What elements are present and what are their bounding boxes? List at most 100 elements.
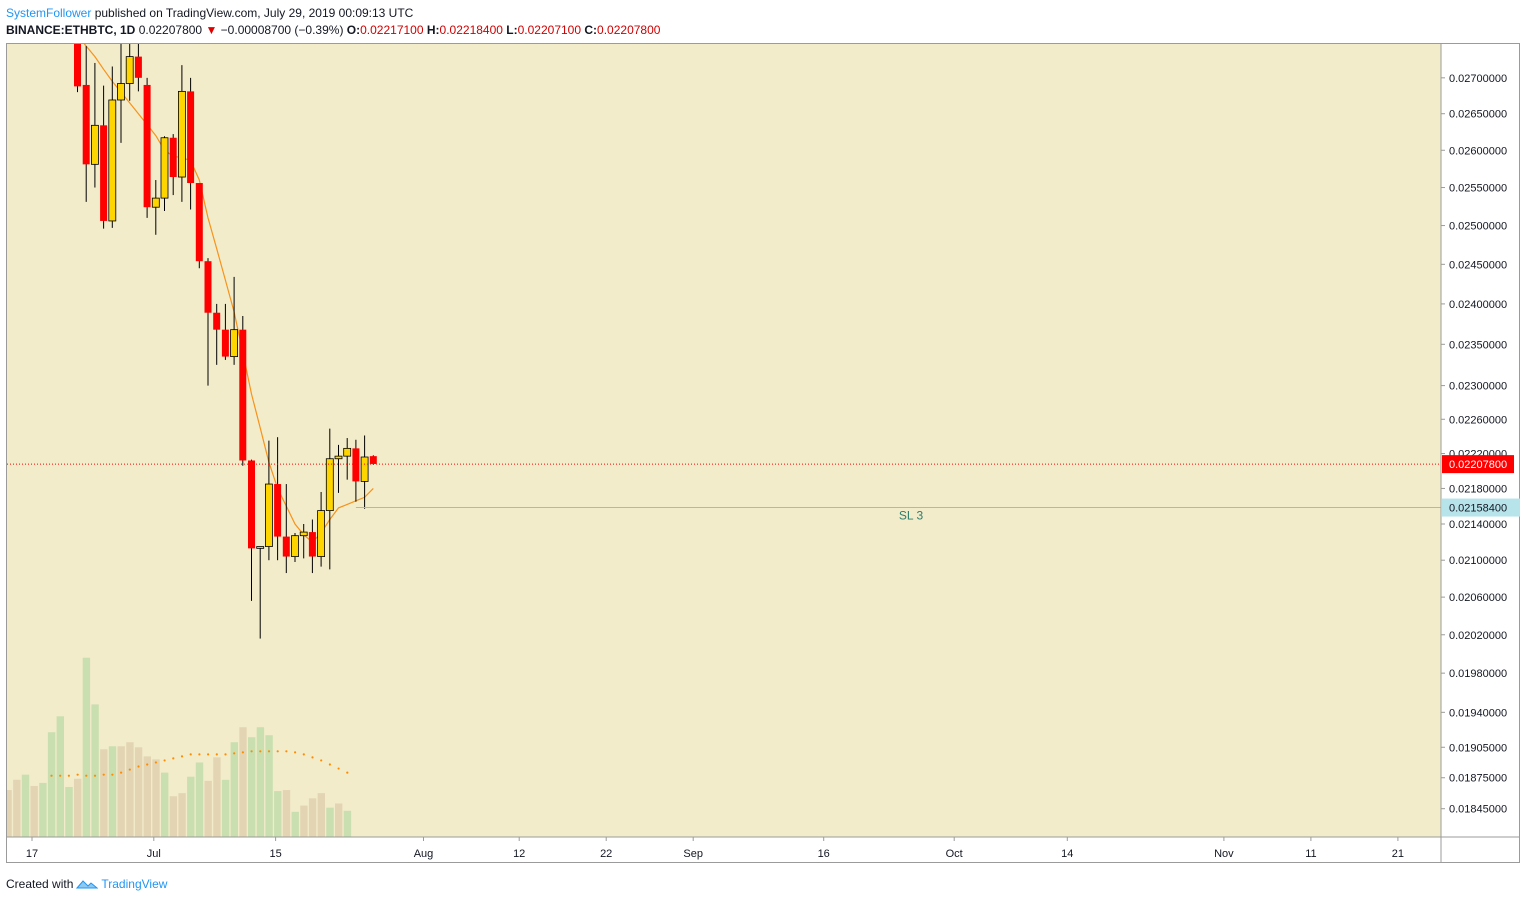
time-tick-label: Aug xyxy=(414,848,434,860)
volume-ma-dot xyxy=(294,751,297,754)
current-price-badge-label: 0.02207800 xyxy=(1449,459,1507,471)
volume-ma-dot xyxy=(120,771,123,774)
price-tick-label: 0.02020000 xyxy=(1449,630,1507,642)
price-tick-label: 0.01980000 xyxy=(1449,668,1507,680)
stop-loss-badge-label: 0.02158400 xyxy=(1449,503,1507,515)
price-tick-label: 0.02140000 xyxy=(1449,519,1507,531)
volume-ma-dot xyxy=(146,763,149,766)
candle-down xyxy=(274,484,282,537)
plot-area xyxy=(7,44,377,837)
volume-bar xyxy=(274,791,282,837)
candle-down xyxy=(134,56,142,78)
volume-ma-dot xyxy=(285,750,288,753)
time-tick-label: 17 xyxy=(26,848,38,860)
candle-up xyxy=(256,546,265,549)
time-tick-label: 16 xyxy=(818,848,830,860)
volume-ma-dot xyxy=(346,771,349,774)
candle-down xyxy=(213,312,221,330)
volume-bar xyxy=(326,807,334,837)
candle-up xyxy=(360,456,369,482)
price-tick-label: 0.02350000 xyxy=(1449,339,1507,351)
last-price: 0.02207800 xyxy=(138,23,203,37)
candle-up xyxy=(151,197,160,208)
volume-ma-dot xyxy=(311,756,314,759)
volume-bar xyxy=(30,785,38,837)
volume-bar xyxy=(291,811,299,837)
volume-bar xyxy=(239,727,247,837)
volume-bar xyxy=(282,790,291,837)
chart-frame xyxy=(6,43,1520,863)
volume-ma-dot xyxy=(328,763,331,766)
volume-bar xyxy=(195,762,204,837)
volume-ma-dot xyxy=(276,750,279,753)
volume-bar xyxy=(117,746,125,837)
candle-down xyxy=(221,329,229,357)
price-tick-label: 0.02260000 xyxy=(1449,414,1507,426)
price-tick-label: 0.01940000 xyxy=(1449,707,1507,719)
tradingview-link[interactable]: TradingView xyxy=(101,877,168,891)
volume-bar xyxy=(317,793,325,837)
tradingview-logo-icon xyxy=(76,880,99,889)
candle-down xyxy=(74,44,81,87)
close-label: C: xyxy=(584,23,598,37)
volume-bar xyxy=(230,742,238,837)
volume-bar xyxy=(108,746,117,837)
current-price-badge xyxy=(1442,455,1514,474)
volume-bar xyxy=(221,779,230,837)
volume-bar xyxy=(74,778,82,837)
candle-down xyxy=(204,261,212,313)
time-tick-label: 12 xyxy=(513,848,525,860)
volume-bar xyxy=(343,810,352,837)
candle-down xyxy=(369,456,377,464)
candle-up xyxy=(125,56,134,84)
volume-bar xyxy=(126,742,134,837)
volume-bar xyxy=(143,756,151,837)
volume-ma-dot xyxy=(102,773,105,776)
price-tick-label: 0.02500000 xyxy=(1449,221,1507,233)
volume-ma-dot xyxy=(154,761,157,764)
open-value: 0.02217100 xyxy=(360,23,424,37)
candle-up xyxy=(230,329,239,358)
volume-bar xyxy=(169,796,178,837)
candle-up xyxy=(325,458,334,511)
price-tick-label: 0.02600000 xyxy=(1449,145,1507,157)
volume-ma-dot xyxy=(180,755,184,758)
candle-up xyxy=(334,455,343,460)
volume-bar xyxy=(256,727,265,837)
volume-bar xyxy=(152,759,160,837)
price-tick-label: 0.02400000 xyxy=(1449,299,1507,311)
candle-up xyxy=(91,124,99,165)
publish-info: SystemFollower published on TradingView.… xyxy=(6,5,413,22)
volume-ma-dot xyxy=(267,750,271,753)
volume-bar xyxy=(335,803,343,837)
volume-ma-dot xyxy=(233,752,236,755)
price-tick-label: 0.01905000 xyxy=(1449,742,1507,754)
change-down-icon: ▼ xyxy=(205,23,218,37)
candle-down xyxy=(82,84,90,165)
price-tick-label: 0.02100000 xyxy=(1449,555,1507,567)
volume-ma-dot xyxy=(137,765,140,768)
author-link[interactable]: SystemFollower xyxy=(6,6,92,20)
volume-ma-dot xyxy=(111,773,114,776)
volume-bar xyxy=(91,704,99,837)
candle-down xyxy=(143,84,151,208)
volume-ma-dot xyxy=(93,774,97,777)
time-tick-label: 15 xyxy=(269,848,281,860)
volume-bar xyxy=(21,774,30,837)
candle-up xyxy=(317,510,326,557)
volume-bar xyxy=(47,732,56,837)
price-tick-label: 0.02700000 xyxy=(1449,73,1507,85)
candle-down xyxy=(352,448,360,482)
published-text: published on TradingView.com, July 29, 2… xyxy=(94,6,414,20)
volume-bar xyxy=(82,657,91,837)
volume-ma-dot xyxy=(215,753,218,756)
candle-down xyxy=(308,532,316,557)
candle-up xyxy=(299,531,308,537)
candle-down xyxy=(239,329,247,461)
volume-ma-dot xyxy=(189,753,192,756)
candle-down xyxy=(248,460,255,549)
price-tick-label: 0.02650000 xyxy=(1449,109,1507,121)
volume-ma-dot xyxy=(207,753,210,756)
volume-bar xyxy=(161,772,169,837)
